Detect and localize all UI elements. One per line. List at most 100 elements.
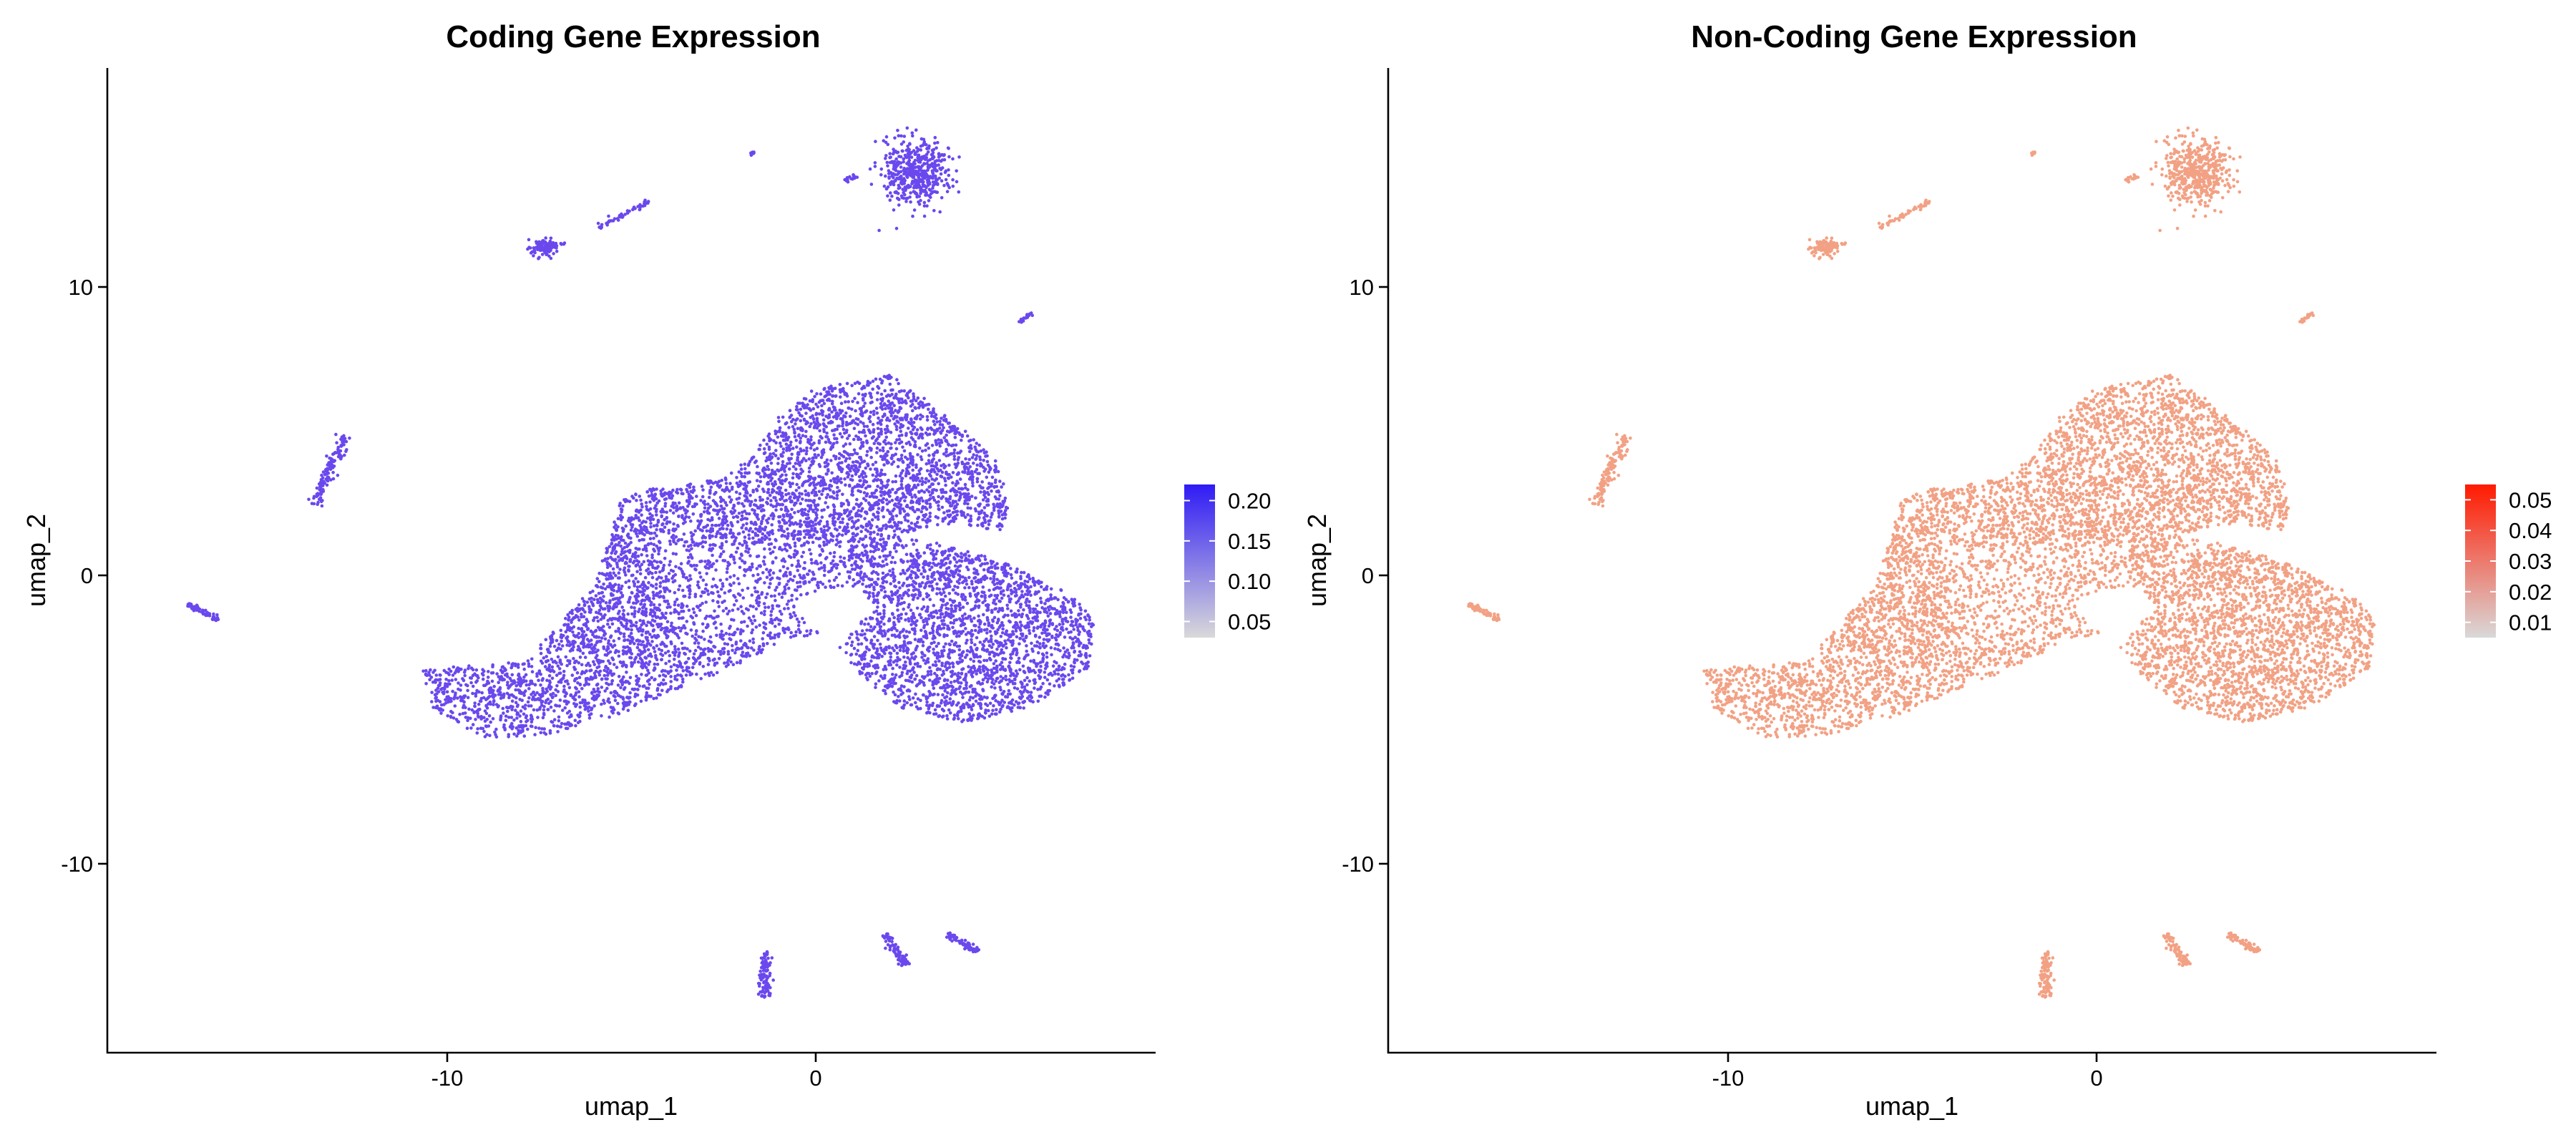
scatter-point [574,635,577,638]
scatter-point [926,673,930,677]
scatter-point [741,523,745,527]
scatter-point [673,590,677,595]
scatter-point [865,449,869,454]
scatter-point [628,550,632,555]
scatter-point [913,638,917,641]
scatter-point [449,709,453,713]
scatter-point [977,625,981,629]
scatter-point [834,566,839,570]
scatter-point [811,520,815,525]
scatter-point [879,479,883,482]
scatter-point [830,420,834,424]
scatter-point [665,510,668,515]
scatter-point [946,678,950,682]
scatter-point [751,640,756,645]
scatter-point [1013,587,1017,590]
scatter-point [565,663,569,668]
scatter-point [697,585,701,590]
scatter-point [886,572,890,576]
scatter-point [826,493,829,497]
scatter-point [780,548,784,552]
scatter-point [766,467,771,472]
scatter-point [803,535,806,540]
scatter-point [879,494,883,497]
scatter-point [980,628,983,632]
scatter-points [186,126,1096,999]
scatter-point [953,564,957,568]
scatter-point [997,710,1002,714]
scatter-point [951,665,955,668]
scatter-point [888,382,892,386]
scatter-point [899,616,903,620]
scatter-point [648,537,653,540]
scatter-point [509,679,513,683]
scatter-point [916,396,920,400]
scatter-point [943,583,947,586]
scatter-point [876,577,880,581]
scatter-point [615,666,619,669]
scatter-point [622,632,626,636]
scatter-point [664,661,668,666]
scatter-point [655,663,660,666]
scatter-point [961,593,965,597]
scatter-point [711,585,714,589]
scatter-point [509,716,514,719]
scatter-point [1025,613,1029,618]
scatter-point [897,633,901,637]
scatter-point [770,576,774,580]
scatter-point [762,447,766,451]
scatter-point [912,542,915,546]
scatter-point [737,512,741,515]
scatter-point [953,462,957,467]
scatter-point [975,479,980,484]
scatter-point [862,441,865,444]
scatter-point [446,714,449,718]
scatter-point [1088,618,1091,622]
scatter-point [1062,681,1065,685]
scatter-point [926,577,930,580]
scatter-point [799,419,803,423]
scatter-point [595,577,600,580]
scatter-point [884,668,888,671]
scatter-point [997,490,1000,494]
scatter-point [619,686,623,690]
scatter-point [542,708,546,712]
scatter-point [1025,653,1028,657]
scatter-point [702,525,706,530]
scatter-point [673,608,677,612]
scatter-point [674,542,678,545]
scatter-point [487,688,491,692]
scatter-point [671,580,675,584]
scatter-point [808,547,811,552]
scatter-point [617,588,621,593]
scatter-point [685,540,688,544]
scatter-point [504,714,508,718]
scatter-point [822,401,826,406]
scatter-point [675,668,678,672]
scatter-point [922,396,926,401]
scatter-point [987,522,991,527]
scatter-point [912,394,916,399]
scatter-point [799,407,803,411]
scatter-point [597,571,601,575]
scatter-point [737,582,741,585]
scatter-point [539,683,542,687]
scatter-point [592,660,595,663]
scatter-point [932,648,935,651]
scatter-point [1041,656,1045,661]
scatter-point [650,575,655,580]
scatter-point [752,648,756,652]
scatter-point [930,641,934,645]
scatter-point [797,620,801,624]
scatter-point [1015,653,1018,657]
scatter-point [963,429,967,434]
scatter-point [935,673,939,678]
scatter-point [940,416,943,420]
scatter-point [701,622,705,626]
scatter-point [970,628,974,633]
scatter-point [799,585,802,588]
scatter-point [818,545,822,548]
scatter-point [1087,638,1091,642]
scatter-point [693,543,697,547]
scatter-point [1042,653,1045,657]
